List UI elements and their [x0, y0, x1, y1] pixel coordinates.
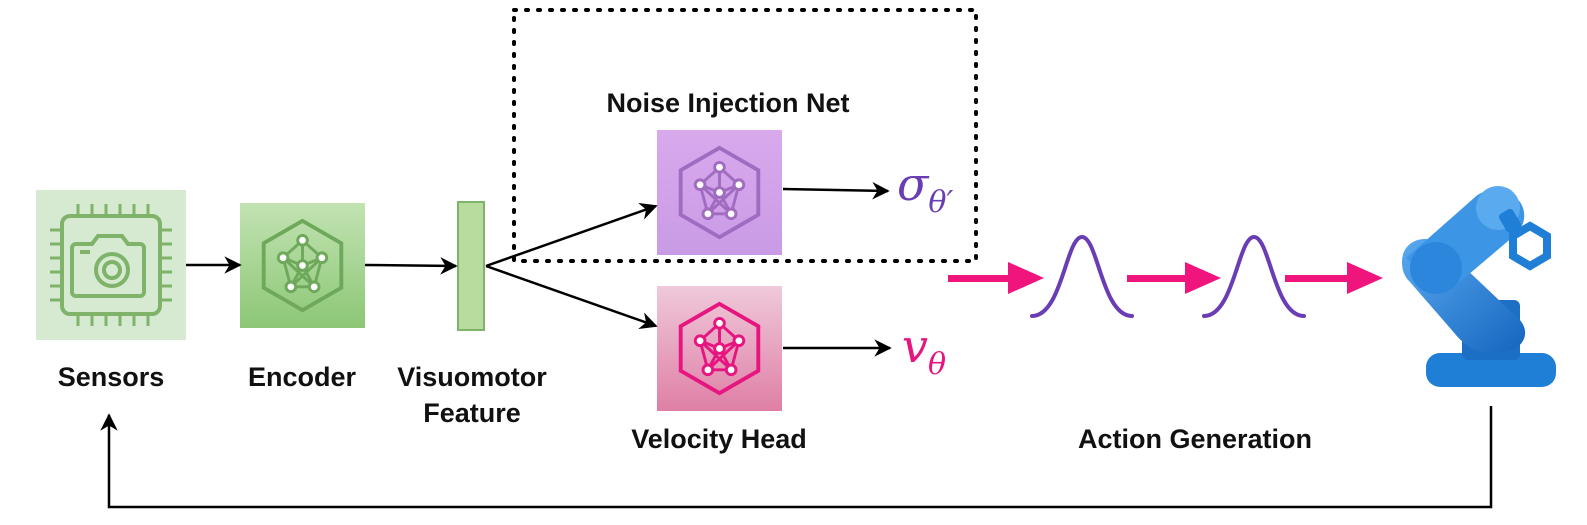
camera-chip-icon	[50, 204, 172, 326]
encoder-label: Encoder	[248, 362, 357, 392]
visuomotor-feature-node: Visuomotor Feature	[397, 201, 547, 428]
velocity-head-label: Velocity Head	[631, 424, 807, 454]
velocity-output: vθ	[902, 319, 946, 382]
sigma-output: σθ′	[897, 157, 953, 220]
pink-arrows	[948, 262, 1383, 294]
gaussian-curve-1	[1030, 234, 1134, 318]
sensors-label: Sensors	[58, 362, 165, 392]
velocity-subscript: θ	[928, 347, 946, 382]
velocity-symbol: v	[902, 319, 928, 373]
sigma-symbol: σ	[897, 157, 930, 211]
arrow-feature-velocity	[485, 264, 658, 330]
action-generation: Action Generation	[948, 234, 1383, 454]
arrow-encoder-feature	[364, 257, 458, 275]
flow-arrows	[100, 181, 1493, 509]
sigma-subscript: θ′	[928, 185, 953, 220]
encoder-node: Encoder	[240, 203, 365, 392]
feature-label-line2: Feature	[423, 398, 521, 428]
robot-arm-icon	[1402, 186, 1556, 387]
action-generation-label: Action Generation	[1078, 424, 1312, 454]
pink-arrow-1	[948, 262, 1044, 294]
sensors-node: Sensors	[36, 190, 186, 392]
arrow-noise-sigma	[782, 181, 890, 200]
gaussian-curve-2	[1202, 234, 1306, 318]
noise-injection-net-node: Noise Injection Net	[606, 88, 850, 255]
feature-label-line1: Visuomotor	[397, 362, 547, 392]
pink-arrow-2	[1127, 262, 1221, 294]
arrow-feature-noise	[485, 202, 658, 268]
velocity-head-node: Velocity Head	[631, 286, 807, 454]
feedback-arrow-robot-sensors	[100, 406, 1493, 509]
pink-arrow-3	[1285, 262, 1383, 294]
noise-net-dotted-box	[512, 8, 978, 263]
noise-net-label: Noise Injection Net	[606, 88, 849, 118]
